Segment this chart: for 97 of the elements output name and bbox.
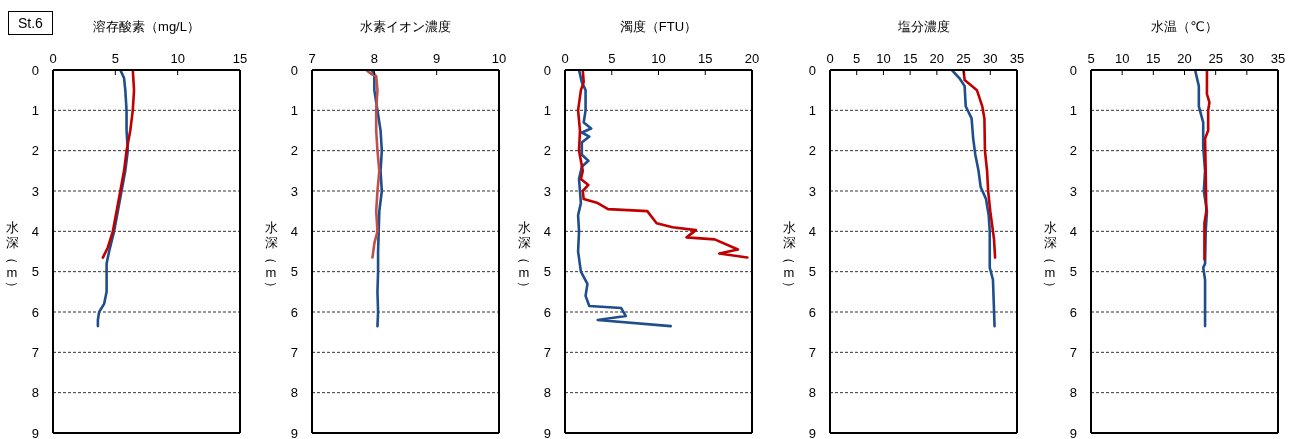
y-axis-title: 水深（m） [1042, 220, 1058, 296]
x-axis-title: 水温（℃） [1150, 18, 1219, 36]
y-tick-label: 8 [31, 385, 39, 401]
y-tick-label: 9 [290, 425, 298, 439]
y-tick-label: 3 [31, 183, 39, 199]
x-tick-label: 15 [1146, 51, 1161, 66]
x-tick-label: 35 [1270, 51, 1286, 66]
line-series [576, 70, 672, 328]
y-tick-label: 7 [31, 344, 39, 360]
y-tick-label: 8 [1069, 385, 1077, 401]
y-axis-title: 水深（m） [516, 220, 532, 296]
line-series [364, 70, 381, 259]
x-tick-label: 10 [876, 51, 891, 66]
y-tick-label: 1 [808, 102, 816, 118]
y-tick-label: 3 [290, 183, 298, 199]
x-tick-label: 10 [170, 51, 185, 66]
y-tick-label: 2 [1069, 143, 1077, 159]
y-tick-label: 1 [1069, 102, 1077, 118]
y-tick-label: 7 [543, 344, 551, 360]
x-tick-label: 7 [308, 51, 316, 66]
x-tick-label: 15 [698, 51, 713, 66]
x-tick-label: 5 [111, 51, 119, 66]
x-tick-label: 0 [561, 51, 569, 66]
y-tick-label: 3 [1069, 183, 1077, 199]
x-tick-label: 20 [744, 51, 760, 66]
y-tick-label: 8 [543, 385, 551, 401]
x-tick-label: 10 [491, 51, 507, 66]
x-tick-label: 5 [608, 51, 616, 66]
y-tick-label: 5 [31, 264, 39, 280]
y-tick-label: 1 [543, 102, 551, 118]
y-tick-label: 7 [1069, 344, 1077, 360]
y-tick-label: 6 [31, 304, 39, 320]
x-tick-label: 10 [1114, 51, 1130, 66]
x-tick-label: 35 [1009, 51, 1025, 66]
y-tick-label: 9 [808, 425, 816, 439]
y-axis-title: 水深（m） [263, 220, 279, 296]
x-tick-label: 10 [651, 51, 666, 66]
y-axis-title: 水深（m） [4, 220, 20, 296]
y-tick-label: 0 [1069, 62, 1077, 78]
y-tick-label: 6 [808, 304, 816, 320]
x-tick-label: 9 [433, 51, 441, 66]
y-tick-label: 7 [290, 344, 298, 360]
y-tick-label: 4 [31, 223, 39, 239]
y-tick-label: 0 [290, 62, 298, 78]
y-tick-label: 1 [290, 102, 298, 118]
y-tick-label: 3 [808, 183, 816, 199]
x-axis-title: 濁度（FTU） [618, 18, 699, 36]
text: St.6 [8, 11, 53, 35]
y-tick-label: 4 [290, 223, 298, 239]
x-tick-label: 20 [929, 51, 945, 66]
x-tick-label: 15 [902, 51, 918, 66]
line-series [962, 70, 997, 259]
y-tick-label: 0 [543, 62, 551, 78]
y-tick-label: 2 [290, 143, 298, 159]
line-series [576, 70, 749, 259]
x-tick-label: 0 [49, 51, 57, 66]
x-tick-label: 20 [1177, 51, 1192, 66]
x-tick-label: 30 [983, 51, 998, 66]
y-tick-label: 2 [31, 143, 39, 159]
line-series [369, 70, 384, 328]
x-tick-label: 0 [826, 51, 834, 66]
x-tick-label: 15 [232, 51, 248, 66]
y-tick-label: 1 [31, 102, 39, 118]
y-tick-label: 8 [290, 385, 298, 401]
y-tick-label: 9 [543, 425, 551, 439]
y-tick-label: 6 [543, 304, 551, 320]
x-tick-label: 8 [370, 51, 378, 66]
x-tick-label: 25 [956, 51, 971, 66]
y-tick-label: 2 [543, 143, 551, 159]
y-tick-label: 4 [1069, 223, 1077, 239]
y-tick-label: 5 [543, 264, 551, 280]
y-tick-label: 9 [31, 425, 39, 439]
y-tick-label: 0 [31, 62, 39, 78]
y-tick-label: 8 [808, 385, 816, 401]
x-tick-label: 5 [853, 51, 861, 66]
y-tick-label: 6 [1069, 304, 1077, 320]
y-axis-title: 水深（m） [781, 220, 797, 296]
y-tick-label: 7 [808, 344, 816, 360]
y-tick-label: 5 [290, 264, 298, 280]
y-tick-label: 3 [543, 183, 551, 199]
x-tick-label: 25 [1208, 51, 1223, 66]
y-tick-label: 5 [808, 264, 816, 280]
x-axis-title: 水素イオン濃度 [359, 18, 452, 36]
x-tick-label: 5 [1087, 51, 1095, 66]
x-tick-label: 30 [1239, 51, 1255, 66]
y-tick-label: 5 [1069, 264, 1077, 280]
x-axis-title: 溶存酸素（mg/L） [92, 18, 201, 36]
y-tick-label: 6 [290, 304, 298, 320]
line-series [1203, 70, 1211, 261]
line-series [950, 70, 996, 328]
y-tick-label: 9 [1069, 425, 1077, 439]
y-tick-label: 4 [808, 223, 816, 239]
x-axis-title: 塩分濃度 [896, 18, 951, 36]
line-series [101, 70, 136, 259]
y-tick-label: 0 [808, 62, 816, 78]
y-tick-label: 2 [808, 143, 816, 159]
y-tick-label: 4 [543, 223, 551, 239]
